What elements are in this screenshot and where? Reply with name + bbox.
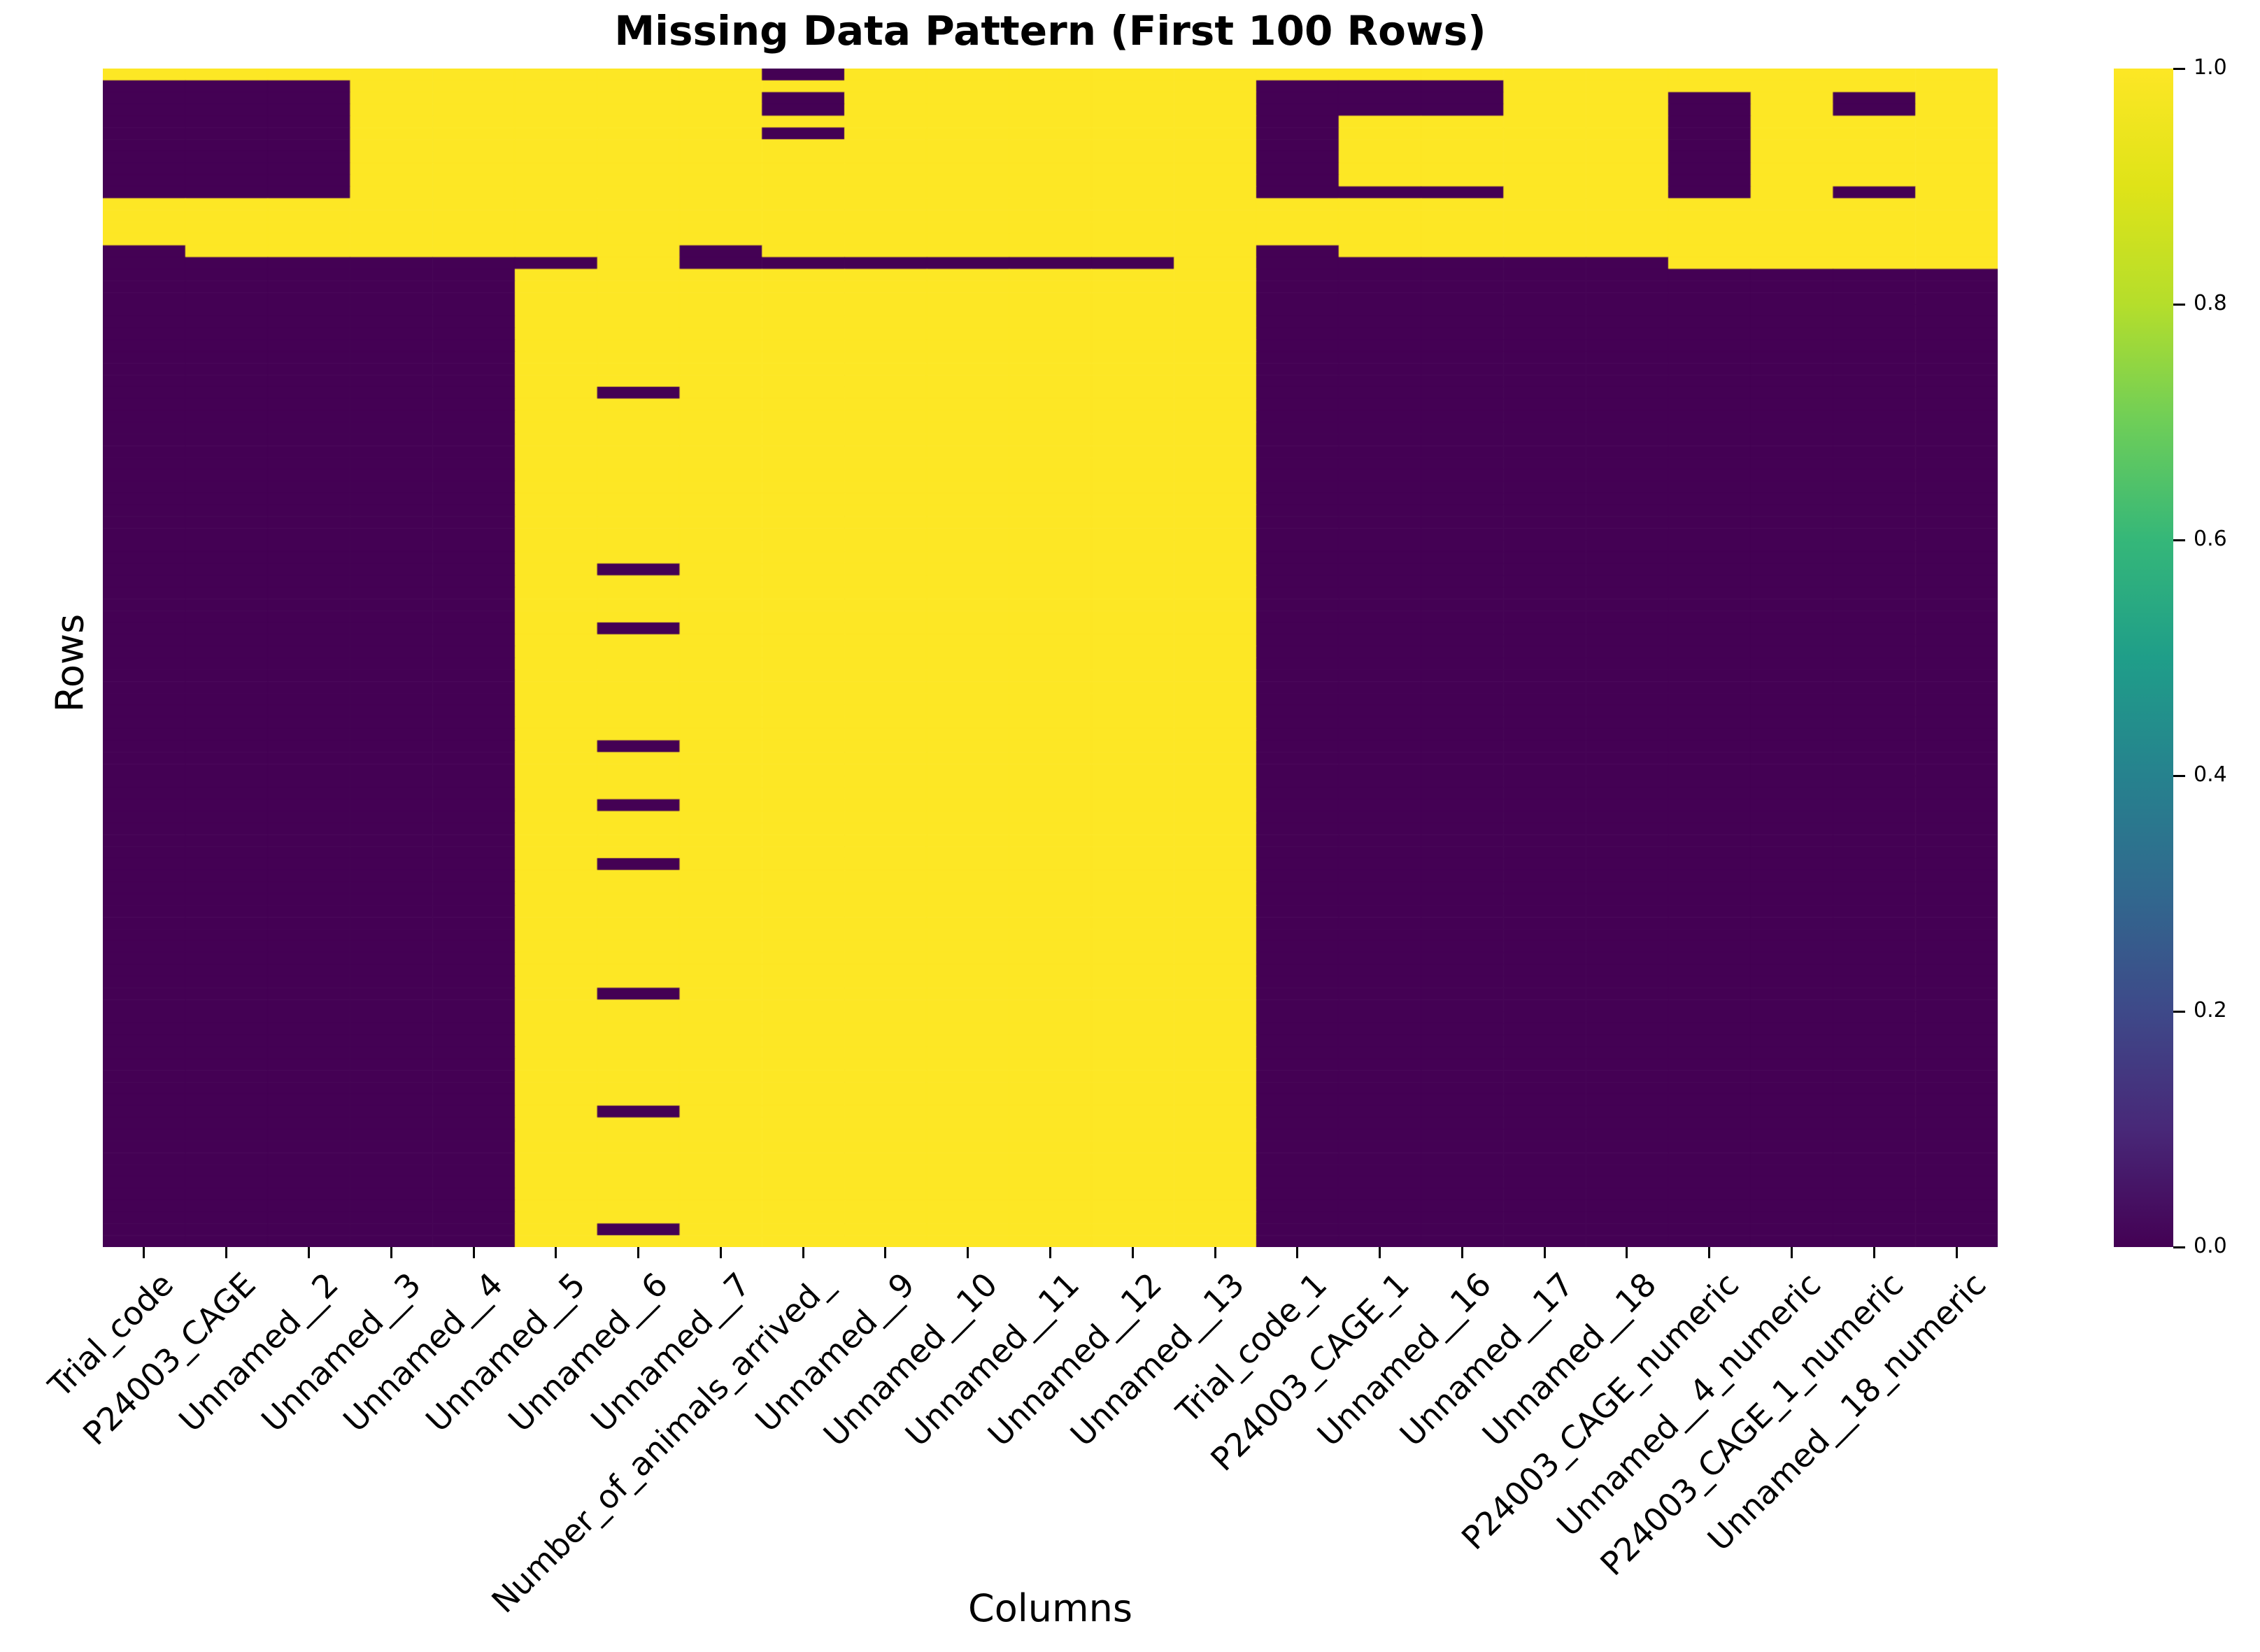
- x-tick-mark: [1131, 1247, 1134, 1258]
- x-tick-mark: [1626, 1247, 1628, 1258]
- colorbar-tick-label: 0.8: [2194, 291, 2227, 315]
- x-tick-mark: [472, 1247, 475, 1258]
- colorbar-tick-mark: [2173, 67, 2185, 70]
- x-tick-mark: [1543, 1247, 1546, 1258]
- y-axis-label: Rows: [48, 613, 92, 713]
- colorbar-tick-mark: [2173, 539, 2185, 541]
- x-tick-mark: [555, 1247, 557, 1258]
- x-tick-mark: [1214, 1247, 1216, 1258]
- x-tick-mark: [719, 1247, 722, 1258]
- x-tick-mark: [1872, 1247, 1875, 1258]
- colorbar-gradient: [2114, 69, 2173, 1247]
- x-tick-mark: [967, 1247, 969, 1258]
- colorbar-tick-mark: [2173, 1246, 2185, 1248]
- x-tick-mark: [1379, 1247, 1381, 1258]
- x-tick-mark: [307, 1247, 310, 1258]
- colorbar-tick-label: 0.2: [2194, 998, 2227, 1023]
- chart-title: Missing Data Pattern (First 100 Rows): [614, 7, 1486, 55]
- colorbar-tick-mark: [2173, 1010, 2185, 1013]
- x-tick-mark: [1296, 1247, 1299, 1258]
- colorbar-tick-label: 0.6: [2194, 527, 2227, 551]
- colorbar-tick-label: 0.0: [2194, 1234, 2227, 1258]
- colorbar-tick-label: 1.0: [2194, 55, 2227, 80]
- x-tick-mark: [390, 1247, 392, 1258]
- colorbar-tick-label: 0.4: [2194, 762, 2227, 787]
- colorbar-tick-mark: [2173, 774, 2185, 777]
- x-tick-mark: [1955, 1247, 1958, 1258]
- x-axis-label: Columns: [968, 1586, 1132, 1630]
- x-tick-mark: [802, 1247, 804, 1258]
- x-tick-mark: [143, 1247, 145, 1258]
- x-tick-mark: [225, 1247, 228, 1258]
- heatmap-canvas: [103, 69, 1998, 1247]
- x-tick-mark: [1461, 1247, 1463, 1258]
- x-tick-mark: [1049, 1247, 1051, 1258]
- x-tick-mark: [1708, 1247, 1711, 1258]
- x-tick-mark: [1791, 1247, 1793, 1258]
- x-tick-mark: [637, 1247, 640, 1258]
- colorbar-tick-mark: [2173, 303, 2185, 306]
- x-tick-mark: [884, 1247, 887, 1258]
